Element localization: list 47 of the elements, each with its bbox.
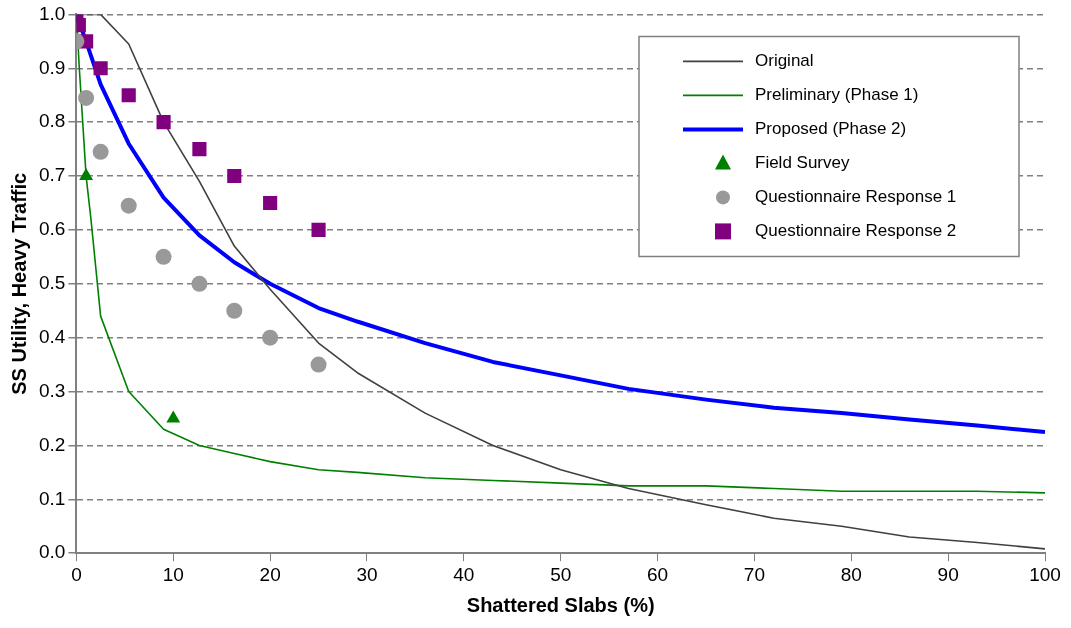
y-tick-label: 0.5 [38, 272, 66, 294]
y-tick-label: 0.6 [38, 218, 66, 240]
x-axis-title: Shattered Slabs (%) [466, 593, 655, 616]
legend-label: Proposed (Phase 2) [755, 119, 907, 139]
point [120, 197, 137, 214]
point [226, 302, 243, 319]
point [121, 88, 136, 103]
y-tick-label: 0.7 [38, 164, 66, 186]
point [227, 168, 242, 184]
x-tick-label: 20 [259, 563, 281, 585]
point [311, 222, 326, 237]
legend-label: Questionnaire Response 1 [755, 187, 957, 207]
y-tick-label: 0.1 [38, 487, 66, 509]
x-tick-label: 50 [550, 563, 572, 585]
y-tick-label: 0.2 [38, 433, 66, 455]
legend-label: Preliminary (Phase 1) [755, 85, 919, 105]
point [155, 248, 172, 265]
legend-label: Original [755, 51, 814, 71]
x-tick-label: 70 [743, 563, 765, 585]
x-tick-label: 10 [162, 563, 184, 585]
x-tick-label: 60 [646, 563, 669, 585]
x-tick-label: 30 [356, 563, 378, 585]
point [156, 115, 171, 130]
y-tick-label: 1.0 [38, 2, 66, 24]
x-tick-label: 0 [71, 563, 82, 585]
y-axis-title: SS Utility, Heavy Traffic [7, 172, 30, 395]
y-tick-label: 0.3 [38, 379, 66, 401]
point [79, 168, 94, 181]
point [93, 61, 108, 76]
point [166, 410, 181, 423]
point [263, 195, 278, 211]
y-tick-label: 0.0 [38, 541, 66, 563]
x-tick-label: 90 [937, 563, 959, 585]
x-tick-label: 80 [840, 563, 862, 585]
point [78, 89, 95, 106]
legend-label: Questionnaire Response 2 [755, 221, 957, 241]
point [92, 143, 109, 160]
y-tick-label: 0.4 [38, 325, 66, 347]
x-tick-label: 40 [453, 563, 475, 585]
point [192, 142, 207, 157]
point [191, 275, 208, 292]
y-tick-label: 0.8 [38, 110, 66, 132]
point [310, 356, 327, 373]
x-tick-label: 100 [1029, 563, 1061, 585]
point [262, 329, 279, 346]
legend-label: Field Survey [755, 153, 850, 173]
y-tick-label: 0.9 [38, 56, 66, 78]
